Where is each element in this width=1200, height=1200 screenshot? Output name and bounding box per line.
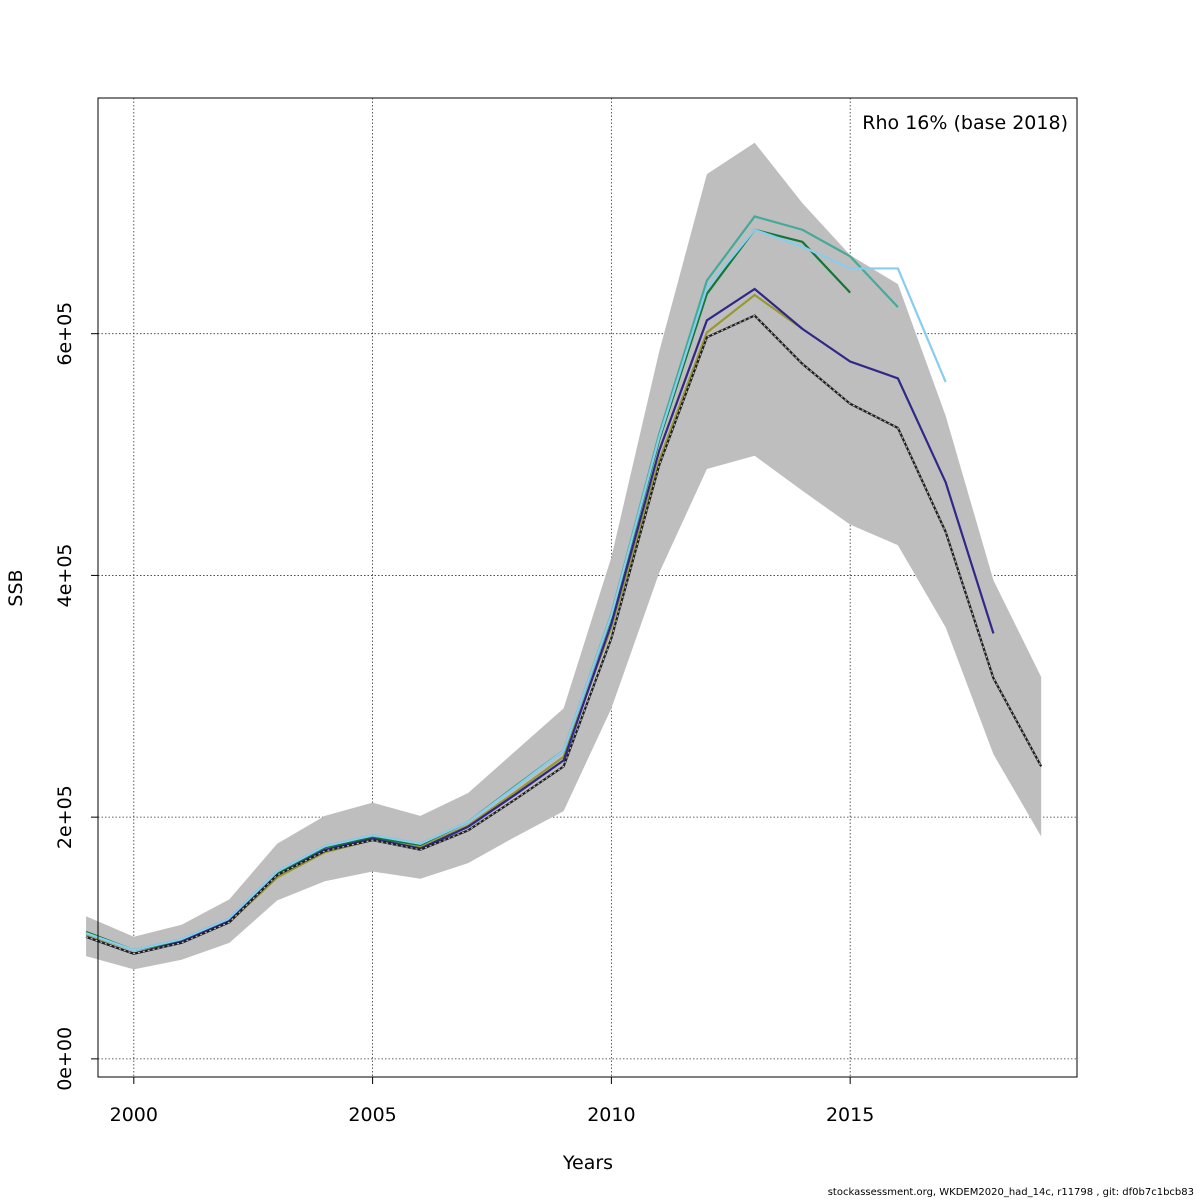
series-line-base-dash [85, 314, 1042, 955]
y-tick-label: 0e+00 [54, 1027, 76, 1091]
y-tick-label: 4e+05 [54, 543, 76, 607]
x-tick-label: 2010 [587, 1104, 635, 1126]
x-axis: 2000 2005 2010 2015 [110, 1077, 874, 1126]
y-axis-title: SSB [5, 569, 27, 606]
series-line [85, 228, 947, 952]
annotation-label: Rho 16% (base 2018) [862, 112, 1068, 134]
footer-credit: stockassessment.org, WKDEM2020_had_14c, … [827, 1187, 1194, 1198]
y-axis: 0e+00 2e+05 4e+05 6e+05 [54, 302, 98, 1091]
x-axis-title: Years [562, 1152, 613, 1174]
x-tick-label: 2000 [110, 1104, 158, 1126]
y-tick-label: 6e+05 [54, 302, 76, 366]
confidence-ribbon [86, 142, 1042, 970]
plot-frame [97, 97, 1078, 1078]
y-tick-label: 2e+05 [54, 785, 76, 849]
x-tick-label: 2015 [826, 1104, 874, 1126]
series-lines [85, 215, 1043, 955]
confidence-band [86, 142, 1042, 970]
x-tick-label: 2005 [348, 1104, 396, 1126]
